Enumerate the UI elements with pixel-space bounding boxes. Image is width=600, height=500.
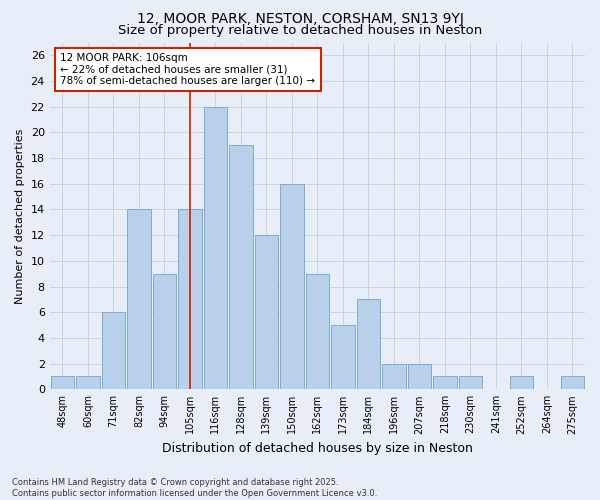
Bar bbox=[407, 364, 431, 390]
Bar bbox=[356, 300, 380, 390]
Bar bbox=[382, 364, 406, 390]
X-axis label: Distribution of detached houses by size in Neston: Distribution of detached houses by size … bbox=[162, 442, 473, 455]
Bar bbox=[433, 376, 457, 390]
Y-axis label: Number of detached properties: Number of detached properties bbox=[15, 128, 25, 304]
Bar bbox=[560, 376, 584, 390]
Bar bbox=[331, 325, 355, 390]
Text: Size of property relative to detached houses in Neston: Size of property relative to detached ho… bbox=[118, 24, 482, 37]
Bar bbox=[178, 210, 202, 390]
Bar bbox=[509, 376, 533, 390]
Bar bbox=[101, 312, 125, 390]
Text: 12 MOOR PARK: 106sqm
← 22% of detached houses are smaller (31)
78% of semi-detac: 12 MOOR PARK: 106sqm ← 22% of detached h… bbox=[61, 53, 316, 86]
Bar bbox=[203, 106, 227, 390]
Text: Contains HM Land Registry data © Crown copyright and database right 2025.
Contai: Contains HM Land Registry data © Crown c… bbox=[12, 478, 377, 498]
Bar bbox=[229, 146, 253, 390]
Text: 12, MOOR PARK, NESTON, CORSHAM, SN13 9YJ: 12, MOOR PARK, NESTON, CORSHAM, SN13 9YJ bbox=[137, 12, 463, 26]
Bar bbox=[127, 210, 151, 390]
Bar bbox=[305, 274, 329, 390]
Bar bbox=[280, 184, 304, 390]
Bar bbox=[152, 274, 176, 390]
Bar bbox=[50, 376, 74, 390]
Bar bbox=[254, 235, 278, 390]
Bar bbox=[76, 376, 100, 390]
Bar bbox=[458, 376, 482, 390]
